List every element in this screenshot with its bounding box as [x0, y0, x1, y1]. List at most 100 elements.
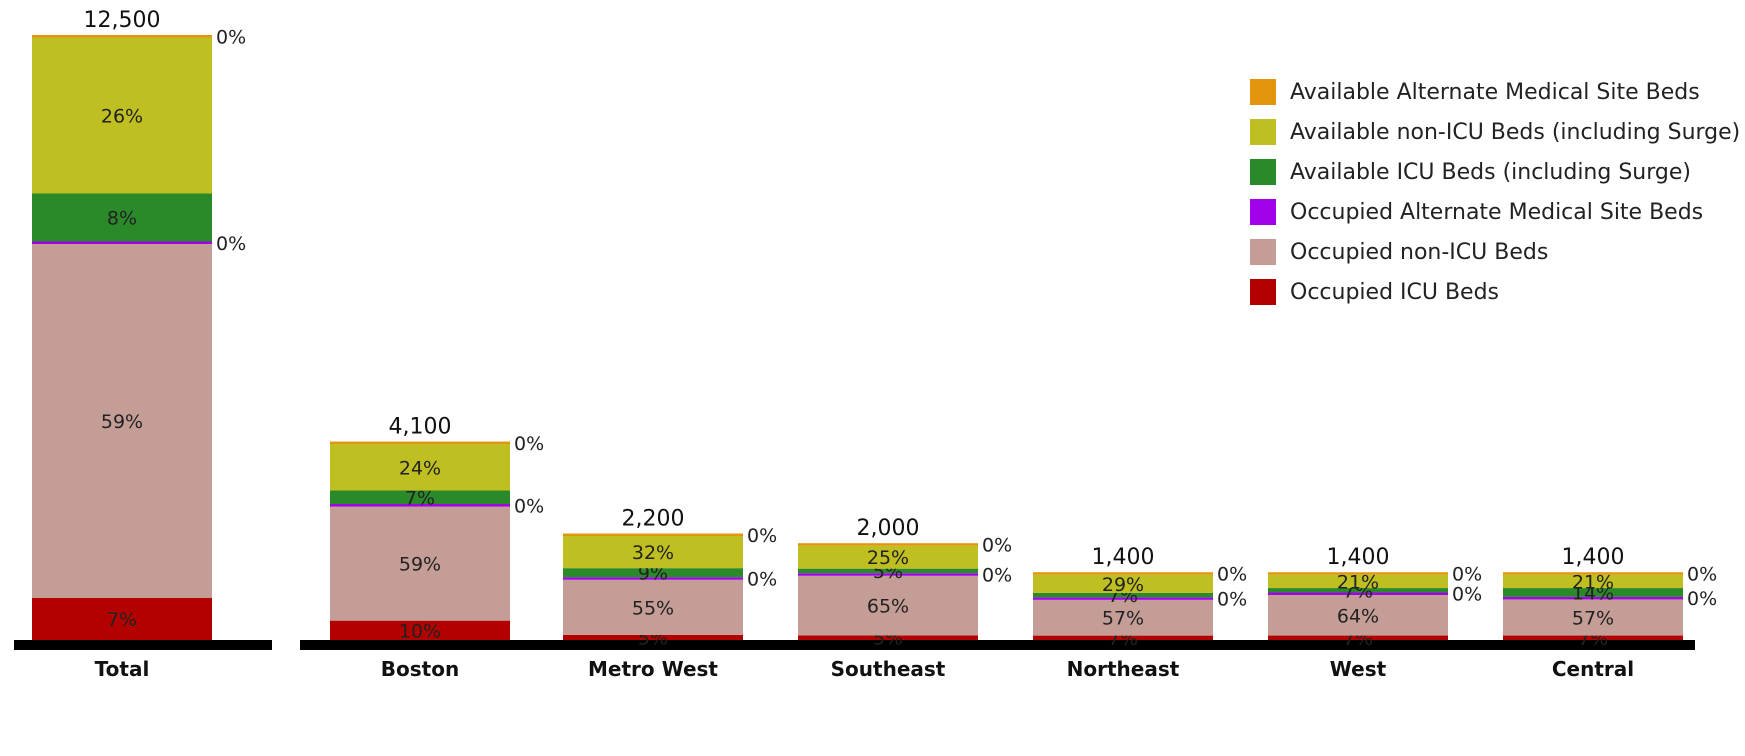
bar-segment: [563, 536, 743, 569]
bar-segment: [1503, 572, 1683, 575]
zero-label: 0%: [1687, 588, 1717, 610]
data-label: 57%: [1102, 608, 1144, 630]
data-label: 29%: [1102, 574, 1144, 596]
data-label: 21%: [1337, 571, 1379, 593]
legend-label: Occupied non-ICU Beds: [1290, 239, 1549, 265]
bar-segment: [563, 634, 743, 640]
total-label: 2,000: [857, 516, 920, 541]
legend-item-occupied-alternate: Occupied Alternate Medical Site Beds: [1250, 192, 1740, 232]
category-label: West: [1330, 657, 1387, 681]
bar-segment: [32, 35, 212, 38]
data-label: 65%: [867, 596, 909, 618]
bar-segment: [798, 543, 978, 546]
category-label: Metro West: [588, 657, 718, 681]
bar-segment: [1268, 572, 1448, 575]
zero-label: 0%: [747, 568, 777, 590]
legend-label: Available non-ICU Beds (including Surge): [1290, 119, 1741, 145]
zero-label: 0%: [1687, 563, 1717, 585]
data-label: 32%: [632, 542, 674, 564]
bar-segment: [798, 575, 978, 636]
category-label: Northeast: [1067, 657, 1180, 681]
bar-segment: [330, 444, 510, 491]
legend-swatch: [1250, 159, 1276, 185]
bar-segment: [330, 441, 510, 445]
legend-label: Occupied ICU Beds: [1290, 279, 1500, 305]
category-label: Southeast: [831, 657, 946, 681]
bar-segment: [32, 193, 212, 242]
legend-swatch: [1250, 119, 1276, 145]
bar-segment: [1268, 635, 1448, 640]
bar-segment: [1033, 597, 1213, 600]
data-label: 10%: [399, 620, 441, 642]
total-label: 1,400: [1092, 545, 1155, 570]
bar-segment: [330, 506, 510, 621]
zero-label: 0%: [216, 26, 246, 48]
bar-segment: [1503, 596, 1683, 600]
data-label: 7%: [405, 487, 435, 509]
bar-segment: [1033, 635, 1213, 640]
bar-segment: [1268, 594, 1448, 636]
data-label: 24%: [399, 457, 441, 479]
data-label: 59%: [101, 411, 143, 433]
legend-label: Available Alternate Medical Site Beds: [1290, 79, 1700, 105]
total-label: 4,100: [389, 415, 452, 440]
bar-segment: [1503, 635, 1683, 640]
category-label: Central: [1552, 657, 1634, 681]
data-label: 57%: [1572, 607, 1614, 629]
zero-label: 0%: [982, 534, 1012, 556]
bar-segment: [1033, 599, 1213, 636]
zero-label: 0%: [982, 564, 1012, 586]
data-label: 25%: [867, 547, 909, 569]
bar-segment: [330, 504, 510, 507]
total-label: 12,500: [84, 8, 161, 33]
bar-segment: [330, 620, 510, 640]
data-label: 26%: [101, 106, 143, 128]
zero-label: 0%: [1217, 563, 1247, 585]
bar-segment: [32, 37, 212, 194]
bar-segment: [1503, 574, 1683, 589]
bar-segment: [1033, 572, 1213, 575]
total-label: 1,400: [1562, 545, 1625, 570]
legend-swatch: [1250, 279, 1276, 305]
data-label: 55%: [632, 597, 674, 619]
legend-swatch: [1250, 199, 1276, 225]
axis-baseline-regions: [300, 640, 1695, 650]
bar-segment: [563, 568, 743, 578]
bar-segment: [330, 490, 510, 505]
legend-item-available-alternate: Available Alternate Medical Site Beds: [1250, 72, 1740, 112]
bar-segment: [798, 545, 978, 569]
zero-label: 0%: [216, 233, 246, 255]
legend: Available Alternate Medical Site Beds Av…: [1250, 72, 1740, 312]
bar-segment: [32, 598, 212, 640]
zero-label: 0%: [1452, 584, 1482, 606]
bar-segment: [32, 244, 212, 598]
axis-baseline-total: [14, 640, 272, 650]
data-label: 64%: [1337, 605, 1379, 627]
bar-segment: [1268, 588, 1448, 593]
zero-label: 0%: [1217, 589, 1247, 611]
total-label: 1,400: [1327, 545, 1390, 570]
legend-swatch: [1250, 79, 1276, 105]
bar-segment: [1268, 574, 1448, 589]
bar-segment: [798, 573, 978, 576]
data-label: 59%: [399, 554, 441, 576]
legend-item-occupied-non-icu: Occupied non-ICU Beds: [1250, 232, 1740, 272]
legend-item-available-non-icu: Available non-ICU Beds (including Surge): [1250, 112, 1740, 152]
zero-label: 0%: [514, 433, 544, 455]
bar-segment: [1503, 588, 1683, 597]
category-label: Boston: [381, 657, 459, 681]
zero-label: 0%: [747, 525, 777, 547]
legend-item-available-icu: Available ICU Beds (including Surge): [1250, 152, 1740, 192]
category-label: Total: [95, 657, 150, 681]
bar-segment: [1033, 592, 1213, 598]
data-label: 9%: [638, 563, 668, 585]
bar-segment: [563, 577, 743, 580]
bar-segment: [563, 533, 743, 537]
legend-swatch: [1250, 239, 1276, 265]
data-label: 21%: [1572, 571, 1614, 593]
zero-label: 0%: [1452, 563, 1482, 585]
zero-label: 0%: [514, 495, 544, 517]
bar-segment: [1033, 574, 1213, 593]
bar-segment: [798, 635, 978, 640]
